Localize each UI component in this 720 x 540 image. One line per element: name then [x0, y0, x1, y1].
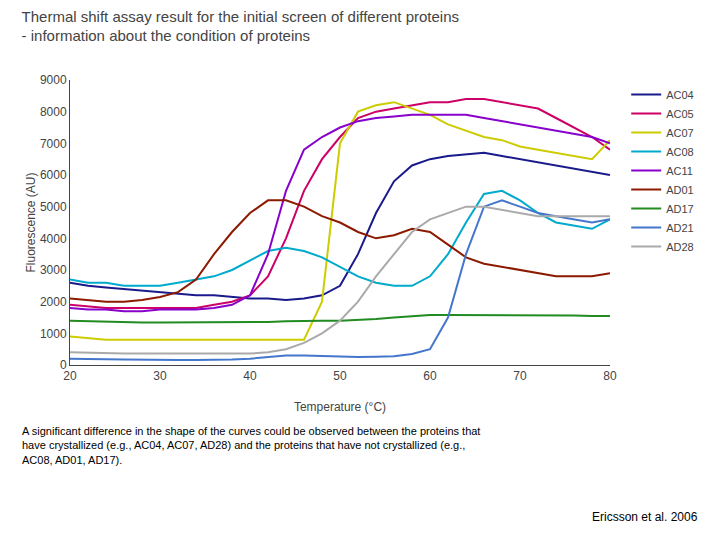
svg-text:Thermal shift assay result for: Thermal shift assay result for the initi… — [22, 8, 459, 45]
svg-text:AC05: AC05 — [666, 108, 694, 120]
svg-text:80: 80 — [603, 369, 617, 383]
svg-text:40: 40 — [243, 369, 257, 383]
svg-text:20: 20 — [63, 369, 77, 383]
svg-text:AC04: AC04 — [666, 89, 694, 101]
svg-text:AD01: AD01 — [666, 184, 694, 196]
svg-text:AC08: AC08 — [666, 146, 694, 158]
svg-text:8000: 8000 — [40, 105, 67, 119]
svg-text:7000: 7000 — [40, 137, 67, 151]
svg-text:60: 60 — [423, 369, 437, 383]
svg-text:5000: 5000 — [40, 200, 67, 214]
svg-text:Ericsson et al. 2006: Ericsson et al. 2006 — [592, 510, 698, 524]
svg-text:30: 30 — [153, 369, 167, 383]
svg-text:AD17: AD17 — [666, 203, 694, 215]
svg-text:Fluorescence (AU): Fluorescence (AU) — [24, 172, 38, 272]
svg-text:Temperature (°C): Temperature (°C) — [294, 400, 386, 414]
svg-text:A significant difference in th: A significant difference in the shape of… — [22, 425, 480, 466]
svg-text:9000: 9000 — [40, 73, 67, 87]
svg-text:AC11: AC11 — [666, 165, 693, 177]
svg-text:AD21: AD21 — [666, 222, 694, 234]
svg-text:AD28: AD28 — [666, 241, 694, 253]
svg-text:6000: 6000 — [40, 168, 67, 182]
svg-text:4000: 4000 — [40, 232, 67, 246]
svg-text:0: 0 — [60, 358, 67, 372]
svg-text:2000: 2000 — [40, 295, 67, 309]
svg-text:50: 50 — [333, 369, 347, 383]
svg-text:70: 70 — [513, 369, 527, 383]
svg-text:3000: 3000 — [40, 263, 67, 277]
svg-text:AC07: AC07 — [666, 127, 694, 139]
svg-text:1000: 1000 — [40, 327, 67, 341]
